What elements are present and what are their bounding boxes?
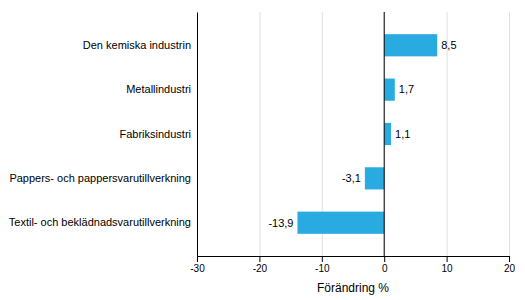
grid-tick bbox=[259, 12, 260, 256]
x-tick-mark bbox=[259, 256, 260, 262]
value-label: -3,1 bbox=[342, 172, 361, 184]
grid-tick bbox=[197, 12, 198, 256]
x-axis-line bbox=[198, 257, 510, 263]
value-labels: 8,5 1,7 1,1 -3,1 -13,9 bbox=[268, 39, 456, 228]
bar bbox=[384, 123, 391, 145]
x-tick-label: 20 bbox=[504, 263, 516, 274]
plot: -30 -20 -10 0 10 20 Den kemiska industrin Metal… bbox=[9, 12, 516, 295]
y-tick-label: Textil- och beklädnadsvarutillverkning bbox=[9, 216, 191, 228]
x-axis: -30 -20 -10 0 10 20 bbox=[190, 256, 515, 274]
grid-line bbox=[509, 12, 510, 256]
y-axis-line bbox=[197, 13, 198, 257]
grid bbox=[198, 12, 510, 256]
x-axis-title: Förändring % bbox=[317, 281, 389, 295]
value-label: 8,5 bbox=[441, 39, 456, 51]
y-tick-label: Fabriksindustri bbox=[119, 128, 191, 140]
grid-tick bbox=[509, 12, 510, 256]
y-tick-label: Pappers- och pappersvarutillverkning bbox=[9, 172, 191, 184]
bar bbox=[365, 167, 384, 189]
x-tick-label: -10 bbox=[315, 263, 330, 274]
x-tick-mark bbox=[322, 256, 323, 262]
bar bbox=[384, 79, 395, 101]
chart-svg: -30 -20 -10 0 10 20 Den kemiska industrin Metal… bbox=[0, 0, 525, 300]
value-label: 1,1 bbox=[395, 128, 410, 140]
y-tick: Den kemiska industrin bbox=[83, 39, 197, 51]
x-tick: 20 bbox=[504, 256, 516, 274]
value-label: -13,9 bbox=[268, 217, 293, 229]
bar bbox=[384, 34, 437, 56]
y-tick: Fabriksindustri bbox=[119, 128, 197, 140]
x-tick-label: -30 bbox=[190, 263, 205, 274]
x-tick-label: 0 bbox=[382, 263, 388, 274]
y-tick: Metallindustri bbox=[126, 83, 197, 95]
bar bbox=[297, 212, 384, 234]
y-tick-label: Den kemiska industrin bbox=[83, 39, 191, 51]
x-tick-label: -20 bbox=[253, 263, 268, 274]
chart-container: -30 -20 -10 0 10 20 Den kemiska industrin Metal… bbox=[0, 0, 525, 300]
x-tick-mark bbox=[447, 256, 448, 262]
y-axis: Den kemiska industrin Metallindustri Fabri… bbox=[9, 13, 198, 257]
grid-line bbox=[197, 12, 198, 256]
x-tick: -20 bbox=[253, 256, 268, 274]
x-tick: 10 bbox=[442, 256, 454, 274]
grid-line bbox=[259, 12, 260, 256]
x-tick-mark bbox=[384, 256, 385, 262]
x-tick: -30 bbox=[190, 256, 205, 274]
baseline bbox=[384, 12, 385, 256]
x-tick-label: 10 bbox=[442, 263, 454, 274]
x-tick: 0 bbox=[382, 256, 388, 274]
y-tick: Pappers- och pappersvarutillverkning bbox=[9, 172, 197, 184]
x-tick-mark bbox=[509, 256, 510, 262]
bars bbox=[297, 34, 437, 234]
y-tick: Textil- och beklädnadsvarutillverkning bbox=[9, 216, 197, 228]
y-tick-label: Metallindustri bbox=[126, 83, 191, 95]
value-label: 1,7 bbox=[399, 83, 414, 95]
x-tick-mark bbox=[197, 256, 198, 262]
x-tick: -10 bbox=[315, 256, 330, 274]
